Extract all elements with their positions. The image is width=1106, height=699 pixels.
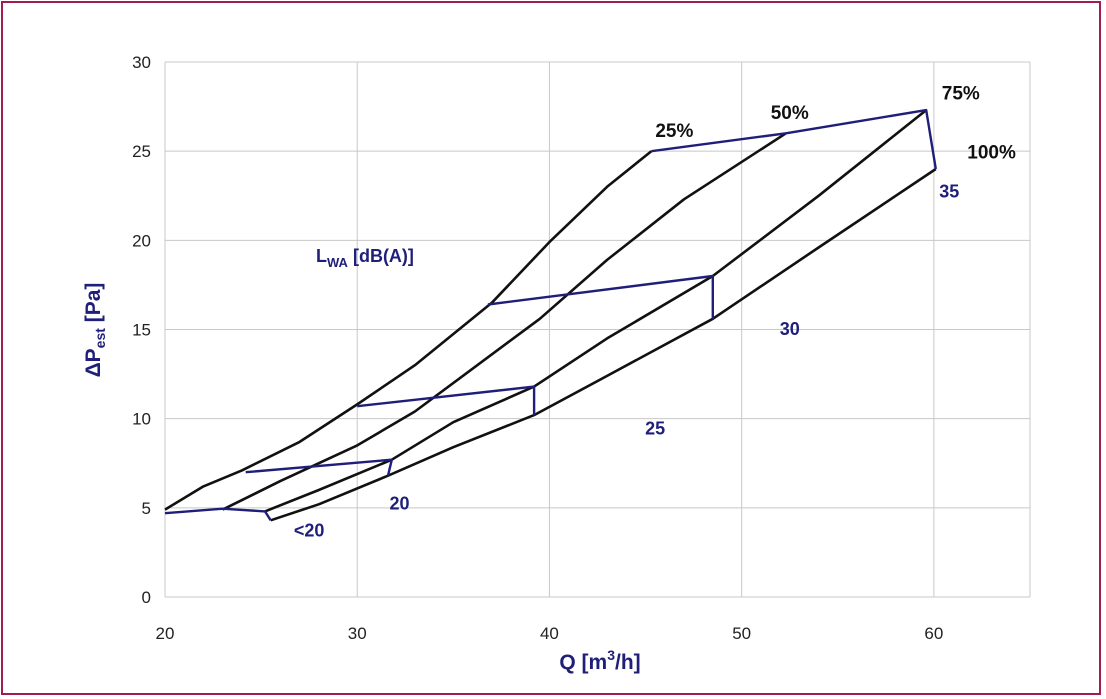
y-tick-label: 25 xyxy=(132,142,151,161)
y-tick-label: 5 xyxy=(142,499,151,518)
noise-line-30 xyxy=(487,274,714,319)
noise-line-lt20 xyxy=(164,507,272,521)
y-tick-label: 10 xyxy=(132,410,151,429)
noise-line-35 xyxy=(651,108,937,170)
x-tick-label: 40 xyxy=(540,624,559,643)
noise-level-label: 25 xyxy=(645,419,665,439)
y-tick-label: 15 xyxy=(132,321,151,340)
x-tick-label: 20 xyxy=(156,624,175,643)
noise-level-label: 30 xyxy=(780,319,800,339)
curve-label: 25% xyxy=(655,121,693,142)
noise-level-label: 20 xyxy=(389,494,409,514)
y-tick-label: 0 xyxy=(142,588,151,607)
x-axis-title: Q [m3/h] xyxy=(559,647,640,674)
curve-label: 75% xyxy=(942,83,980,104)
fan-curve-50pct xyxy=(222,132,787,511)
lwa-annotation: LWA [dB(A)] xyxy=(316,246,414,270)
curve-label: 100% xyxy=(967,142,1016,163)
fan-curve-75pct xyxy=(264,109,928,513)
fan-curve-25pct xyxy=(164,150,653,511)
noise-line-20 xyxy=(245,458,393,476)
grid-lines xyxy=(164,61,1031,598)
noise-level-label: 35 xyxy=(939,182,959,202)
x-tick-label: 60 xyxy=(924,624,943,643)
y-axis-title: ΔPest [Pa] xyxy=(82,283,108,378)
noise-line-25 xyxy=(357,385,536,416)
y-tick-label: 30 xyxy=(132,53,151,72)
x-tick-label: 50 xyxy=(732,624,751,643)
noise-lines xyxy=(164,108,937,521)
x-tick-label: 30 xyxy=(348,624,367,643)
tick-labels: 0 5 10 15 20 25 30 20 30 40 50 60 xyxy=(132,53,943,643)
y-tick-label: 20 xyxy=(132,231,151,250)
curve-label: 50% xyxy=(771,103,809,124)
noise-level-label: <20 xyxy=(294,520,325,540)
fan-curves xyxy=(164,109,937,522)
curve-labels: 25% 50% 75% 100% 35 30 25 20 <20 xyxy=(294,83,1016,540)
